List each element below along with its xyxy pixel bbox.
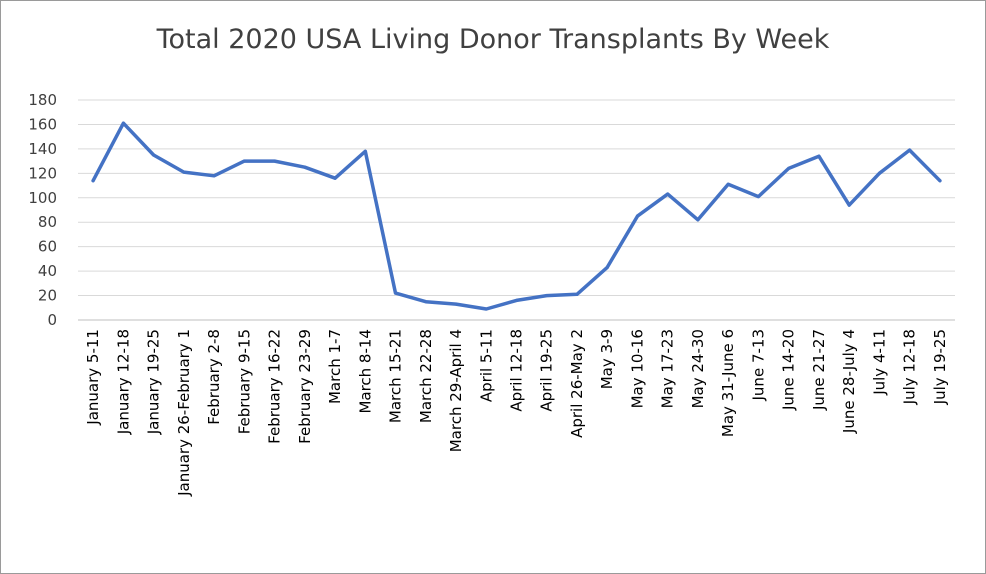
- data-point: [908, 148, 912, 152]
- x-tick-label: March 15-21: [387, 329, 405, 423]
- data-point: [877, 171, 881, 175]
- y-tick-label: 120: [28, 164, 57, 182]
- x-tick-label: January 26-February 1: [175, 329, 193, 497]
- y-tick-label: 100: [28, 189, 57, 207]
- data-point: [454, 302, 458, 306]
- x-tick-label: January 19-25: [145, 329, 163, 435]
- data-point: [666, 192, 670, 196]
- data-point: [545, 294, 549, 298]
- data-point: [394, 291, 398, 295]
- y-tick-label: 40: [38, 262, 57, 280]
- y-tick-label: 180: [28, 91, 57, 109]
- x-tick-label: April 5-11: [477, 329, 495, 402]
- data-point: [212, 174, 216, 178]
- x-tick-label: February 16-22: [266, 329, 284, 444]
- y-tick-label: 60: [38, 238, 57, 256]
- x-tick-label: March 8-14: [356, 329, 374, 414]
- x-tick-label: June 14-20: [780, 329, 798, 411]
- y-tick-label: 80: [38, 213, 57, 231]
- data-point: [333, 176, 337, 180]
- data-point: [484, 307, 488, 311]
- data-point: [938, 179, 942, 183]
- data-point: [605, 265, 609, 269]
- x-tick-label: June 28-July 4: [840, 329, 858, 434]
- x-tick-label: March 29-April 4: [447, 329, 465, 452]
- x-tick-label: June 21-27: [810, 329, 828, 411]
- data-point: [847, 203, 851, 207]
- data-point: [273, 159, 277, 163]
- x-tick-label: April 26-May 2: [568, 329, 586, 438]
- data-point: [726, 182, 730, 186]
- y-tick-label: 140: [28, 140, 57, 158]
- x-tick-label: March 1-7: [326, 329, 344, 404]
- x-tick-label: February 9-15: [235, 329, 253, 434]
- x-tick-label: April 12-18: [508, 329, 526, 412]
- x-tick-label: July 4-11: [870, 329, 888, 396]
- y-tick-label: 20: [38, 287, 57, 305]
- x-tick-label: May 24-30: [689, 329, 707, 408]
- data-point: [303, 165, 307, 169]
- x-tick-label: May 31-June 6: [719, 329, 737, 437]
- x-tick-label: January 12-18: [114, 329, 132, 435]
- data-point: [635, 214, 639, 218]
- data-point: [787, 166, 791, 170]
- data-point: [91, 179, 95, 183]
- x-tick-label: April 19-25: [538, 329, 556, 412]
- data-point: [817, 154, 821, 158]
- data-point: [182, 170, 186, 174]
- x-tick-label: January 5-11: [84, 329, 102, 426]
- data-point: [152, 153, 156, 157]
- data-point: [696, 218, 700, 222]
- data-point: [756, 195, 760, 199]
- data-point: [242, 159, 246, 163]
- series-line: [91, 121, 942, 311]
- data-point: [575, 292, 579, 296]
- x-tick-label: May 3-9: [598, 329, 616, 389]
- data-point: [424, 300, 428, 304]
- x-tick-label: July 12-18: [901, 329, 919, 405]
- chart-title: Total 2020 USA Living Donor Transplants …: [156, 24, 830, 55]
- data-point: [121, 121, 125, 125]
- x-tick-label: May 17-23: [659, 329, 677, 408]
- x-tick-label: May 10-16: [628, 329, 646, 408]
- x-tick-label: March 22-28: [417, 329, 435, 423]
- data-point: [515, 298, 518, 302]
- x-tick-label: February 2-8: [205, 329, 223, 425]
- x-tick-label: February 23-29: [296, 329, 314, 444]
- y-tick-label: 0: [47, 311, 57, 329]
- x-tick-label: June 7-13: [749, 329, 767, 401]
- x-tick-label: July 19-25: [931, 329, 949, 405]
- y-tick-label: 160: [28, 115, 57, 133]
- data-point: [363, 149, 367, 153]
